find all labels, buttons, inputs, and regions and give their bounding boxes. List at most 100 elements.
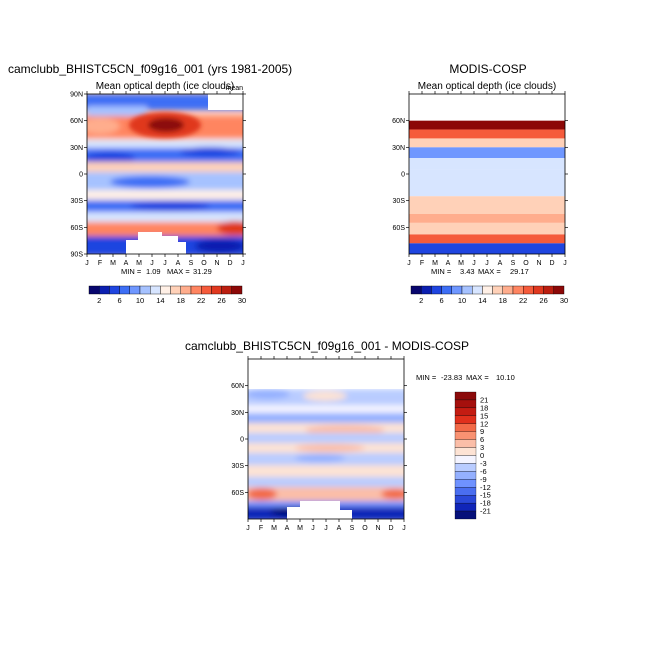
panel3-xtick-label: F xyxy=(259,525,263,532)
panel2-band xyxy=(409,138,565,148)
panel-obs: MODIS-COSP Mean optical depth (ice cloud… xyxy=(392,62,568,305)
colorbar3-label: -12 xyxy=(480,483,491,492)
colorbar3-swatch xyxy=(454,471,477,480)
panel3-xtick-label: S xyxy=(350,525,355,532)
panel1-xtick-label: S xyxy=(189,260,194,267)
colorbar2-swatch xyxy=(461,285,473,295)
panel2-xtick-label: D xyxy=(549,260,554,267)
panel2-xtick-label: F xyxy=(420,260,424,267)
panel1-xtick-label: F xyxy=(98,260,102,267)
colorbar3-swatch xyxy=(454,502,477,512)
panel3-patch-sh-mid-b xyxy=(381,489,404,499)
colorbar3-swatch xyxy=(454,487,477,496)
colorbar3-label: 0 xyxy=(480,451,484,460)
panel1-corner-label: mean xyxy=(225,85,243,92)
panel1-patch-sh-dry xyxy=(130,201,210,211)
panel2-min-label: MIN = xyxy=(431,267,452,276)
colorbar1-swatch xyxy=(211,285,222,295)
panel1-patch-nh-dry-a xyxy=(87,152,135,164)
panel3-xtick-label: M xyxy=(271,525,277,532)
panel3-band-nh-neutral xyxy=(248,405,404,413)
panel1-ytick-label: 60N xyxy=(70,118,83,125)
panel3-title: camclubb_BHISTC5CN_f09g16_001 - MODIS-CO… xyxy=(185,339,469,353)
panel2-xtick-label: M xyxy=(458,260,464,267)
panel2-min-value: 3.43 xyxy=(460,267,475,276)
panel3-patch-eq-pos xyxy=(295,444,365,452)
colorbar1-label: 10 xyxy=(136,296,144,305)
panel-diff: camclubb_BHISTC5CN_f09g16_001 - MODIS-CO… xyxy=(185,339,515,532)
colorbar3-label: 12 xyxy=(480,419,488,428)
colorbar2-swatch xyxy=(512,285,524,295)
panel1-subtitle: Mean optical depth (ice clouds) xyxy=(96,81,234,92)
panel2-xtick-label: J xyxy=(472,260,476,267)
colorbar3-label: 15 xyxy=(480,411,488,420)
panel3-patch-nh-high xyxy=(248,389,290,399)
colorbar3-label: -6 xyxy=(480,467,487,476)
panel3-missing-north xyxy=(248,359,404,389)
panel1-xtick-label: M xyxy=(110,260,116,267)
colorbar3-swatch xyxy=(454,455,477,464)
panel3-xtick-label: A xyxy=(285,525,290,532)
colorbar2-swatch xyxy=(451,285,463,295)
panel3-min-value: -23.83 xyxy=(441,373,462,382)
colorbar3-swatch xyxy=(454,407,477,416)
colorbar2-swatch xyxy=(410,285,422,295)
panel1-field xyxy=(87,94,243,254)
colorbar3-swatch xyxy=(454,510,477,520)
panel2-xtick-label: J xyxy=(485,260,489,267)
panel3-patch-sh-mid-a xyxy=(248,488,277,500)
panel1-patch-antarctic xyxy=(195,239,243,253)
panel1-max-blob-core xyxy=(148,118,184,132)
colorbar1-label: 22 xyxy=(197,296,205,305)
panel1-patch-eq xyxy=(110,176,190,188)
panel2-xtick-label: N xyxy=(536,260,541,267)
panel-model: camclubb_BHISTC5CN_f09g16_001 (yrs 1981-… xyxy=(8,62,292,305)
colorbar1-swatch xyxy=(98,285,110,295)
panel3-xtick-label: M xyxy=(297,525,303,532)
panel1-ytick-label: 60S xyxy=(71,225,84,232)
colorbar3-label: 6 xyxy=(480,435,484,444)
colorbar3-swatch xyxy=(454,415,477,424)
colorbar2-label: 30 xyxy=(560,296,568,305)
colorbar2-swatch xyxy=(472,285,483,295)
colorbar1-swatch xyxy=(200,285,212,295)
panel2-ytick-label: 30N xyxy=(392,145,405,152)
panel2-max-label: MAX = xyxy=(478,267,501,276)
panel1-xtick-label: A xyxy=(124,260,129,267)
panel3-xtick-label: J xyxy=(324,525,328,532)
panel1-ytick-label: 90S xyxy=(71,252,84,259)
panel2-ytick-label: 60N xyxy=(392,118,405,125)
panel1-min-value: 1.09 xyxy=(146,267,161,276)
colorbar1-swatch xyxy=(109,285,120,295)
panel3-xtick-label: O xyxy=(362,525,368,532)
panel3-stats: MIN = -23.83 MAX = 10.10 xyxy=(416,373,515,382)
panel2-xtick-label: S xyxy=(511,260,516,267)
panel1-max-label: MAX = xyxy=(167,267,190,276)
colorbar2-swatch xyxy=(441,285,453,295)
colorbar2-swatch xyxy=(502,285,514,295)
panel1-max-value: 31.29 xyxy=(193,267,212,276)
colorbar1-swatch xyxy=(190,285,202,295)
colorbar3-label: -15 xyxy=(480,491,491,500)
panel3-band-nh-neg xyxy=(248,413,404,423)
colorbar2-label: 2 xyxy=(419,296,423,305)
panel2-subtitle: Mean optical depth (ice clouds) xyxy=(418,81,556,92)
panel3-xtick-label: A xyxy=(337,525,342,532)
panel3-xtick-label: J xyxy=(402,525,406,532)
colorbar3-swatch xyxy=(454,479,477,488)
panel3-xtick-label: J xyxy=(246,525,250,532)
colorbar2-label: 14 xyxy=(478,296,486,305)
colorbar2-label: 26 xyxy=(539,296,547,305)
colorbar2-swatch xyxy=(533,285,544,295)
colorbar1-swatch xyxy=(231,285,243,295)
panel1-xtick-label: J xyxy=(163,260,167,267)
panel3-max-label: MAX = xyxy=(466,373,489,382)
panel1-xtick-label: J xyxy=(150,260,154,267)
panel1-ytick-label: 0 xyxy=(79,172,83,179)
panel1-stats: MIN = 1.09 MAX = 31.29 xyxy=(121,267,212,276)
panel2-ytick-label: 60S xyxy=(393,225,406,232)
panel1-title: camclubb_BHISTC5CN_f09g16_001 (yrs 1981-… xyxy=(8,62,292,76)
panel1-xtick-label: M xyxy=(136,260,142,267)
panel3-min-label: MIN = xyxy=(416,373,437,382)
